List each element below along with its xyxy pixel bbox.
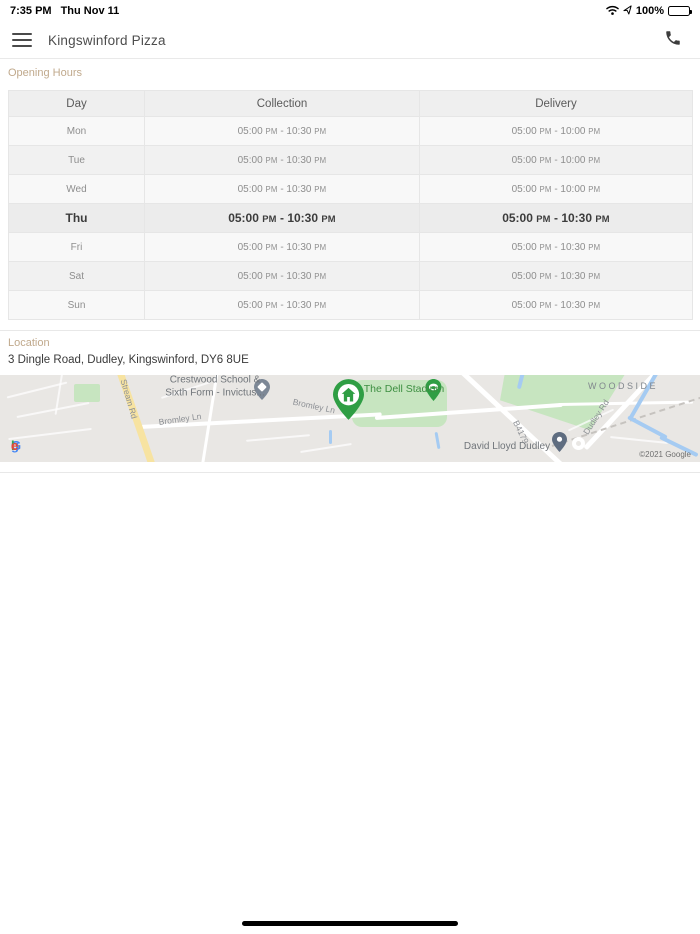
section-divider (0, 330, 700, 331)
section-divider (0, 472, 700, 473)
table-row: Mon 05:00 PM - 10:30 PM 05:00 PM - 10:00 P… (8, 116, 693, 146)
page-title: Kingswinford Pizza (48, 32, 166, 48)
table-row: Thu 05:00 PM - 10:30 PM 05:00 PM - 10:30 P… (8, 203, 693, 233)
hamburger-menu-button[interactable] (12, 33, 32, 47)
opening-hours-section-label: Opening Hours (8, 67, 82, 79)
table-row: Sun 05:00 PM - 10:30 PM 05:00 PM - 10:30 P… (8, 290, 693, 320)
column-header: Delivery (419, 90, 693, 117)
clock-text: 7:35 PM (10, 5, 52, 17)
battery-percent: 100% (635, 5, 664, 17)
column-header: Day (8, 90, 145, 117)
time-cell: 05:00 PM - 10:00 PM (419, 174, 693, 204)
table-row: Fri 05:00 PM - 10:30 PM 05:00 PM - 10:30 P… (8, 232, 693, 262)
time-cell: 05:00 PM - 10:00 PM (419, 145, 693, 175)
table-header-row: Day Collection Delivery (8, 90, 693, 117)
wifi-icon (606, 5, 619, 18)
day-cell: Sat (8, 261, 145, 291)
day-cell: Sun (8, 290, 145, 320)
opening-hours-body: Mon 05:00 PM - 10:30 PM 05:00 PM - 10:00 P… (8, 116, 693, 320)
day-cell: Mon (8, 116, 145, 146)
column-header: Collection (144, 90, 420, 117)
time-cell: 05:00 PM - 10:30 PM (144, 290, 420, 320)
time-cell: 05:00 PM - 10:30 PM (144, 116, 420, 146)
home-indicator[interactable] (242, 921, 458, 926)
main-road (116, 375, 156, 462)
time-cell: 05:00 PM - 10:30 PM (144, 261, 420, 291)
location-section-label: Location (8, 337, 50, 349)
phone-icon (664, 29, 682, 52)
map-attribution: ©2021 Google (639, 450, 691, 459)
time-cell: 05:00 PM - 10:30 PM (144, 174, 420, 204)
day-cell: Fri (8, 232, 145, 262)
time-cell: 05:00 PM - 10:30 PM (144, 145, 420, 175)
time-cell: 05:00 PM - 10:00 PM (419, 116, 693, 146)
battery-icon (668, 6, 692, 16)
day-cell: Tue (8, 145, 145, 175)
time-cell: 05:00 PM - 10:30 PM (144, 203, 420, 233)
opening-hours-table: Day Collection Delivery Mon 05:00 PM - 10:3… (8, 90, 693, 320)
table-row: Wed 05:00 PM - 10:30 PM 05:00 PM - 10:00 P… (8, 174, 693, 204)
park-area (74, 384, 100, 402)
day-cell: Thu (8, 203, 145, 233)
table-row: Sat 05:00 PM - 10:30 PM 05:00 PM - 10:30 P… (8, 261, 693, 291)
location-arrow-icon (623, 4, 632, 18)
call-button[interactable] (658, 25, 688, 55)
day-cell: Wed (8, 174, 145, 204)
time-cell: 05:00 PM - 10:30 PM (419, 232, 693, 262)
table-row: Tue 05:00 PM - 10:30 PM 05:00 PM - 10:00 P… (8, 145, 693, 175)
map-label: Bromley Ln (291, 396, 337, 416)
header: Kingswinford Pizza (0, 22, 700, 59)
status-bar: 7:35 PM Thu Nov 11 100% (0, 0, 700, 22)
store-address: 3 Dingle Road, Dudley, Kingswinford, DY6… (8, 354, 249, 366)
time-cell: 05:00 PM - 10:30 PM (419, 290, 693, 320)
time-cell: 05:00 PM - 10:30 PM (144, 232, 420, 262)
time-cell: 05:00 PM - 10:30 PM (419, 261, 693, 291)
date-text: Thu Nov 11 (60, 5, 120, 17)
roundabout (572, 437, 585, 450)
time-cell: 05:00 PM - 10:30 PM (419, 203, 693, 233)
road (200, 375, 219, 462)
